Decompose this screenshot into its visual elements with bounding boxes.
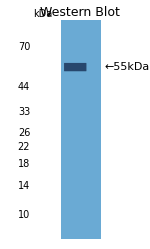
Bar	[61, 20, 101, 239]
Title: Western Blot: Western Blot	[40, 6, 120, 19]
Text: kDa: kDa	[33, 9, 52, 19]
Text: ←55kDa: ←55kDa	[105, 62, 150, 72]
FancyBboxPatch shape	[64, 63, 86, 71]
